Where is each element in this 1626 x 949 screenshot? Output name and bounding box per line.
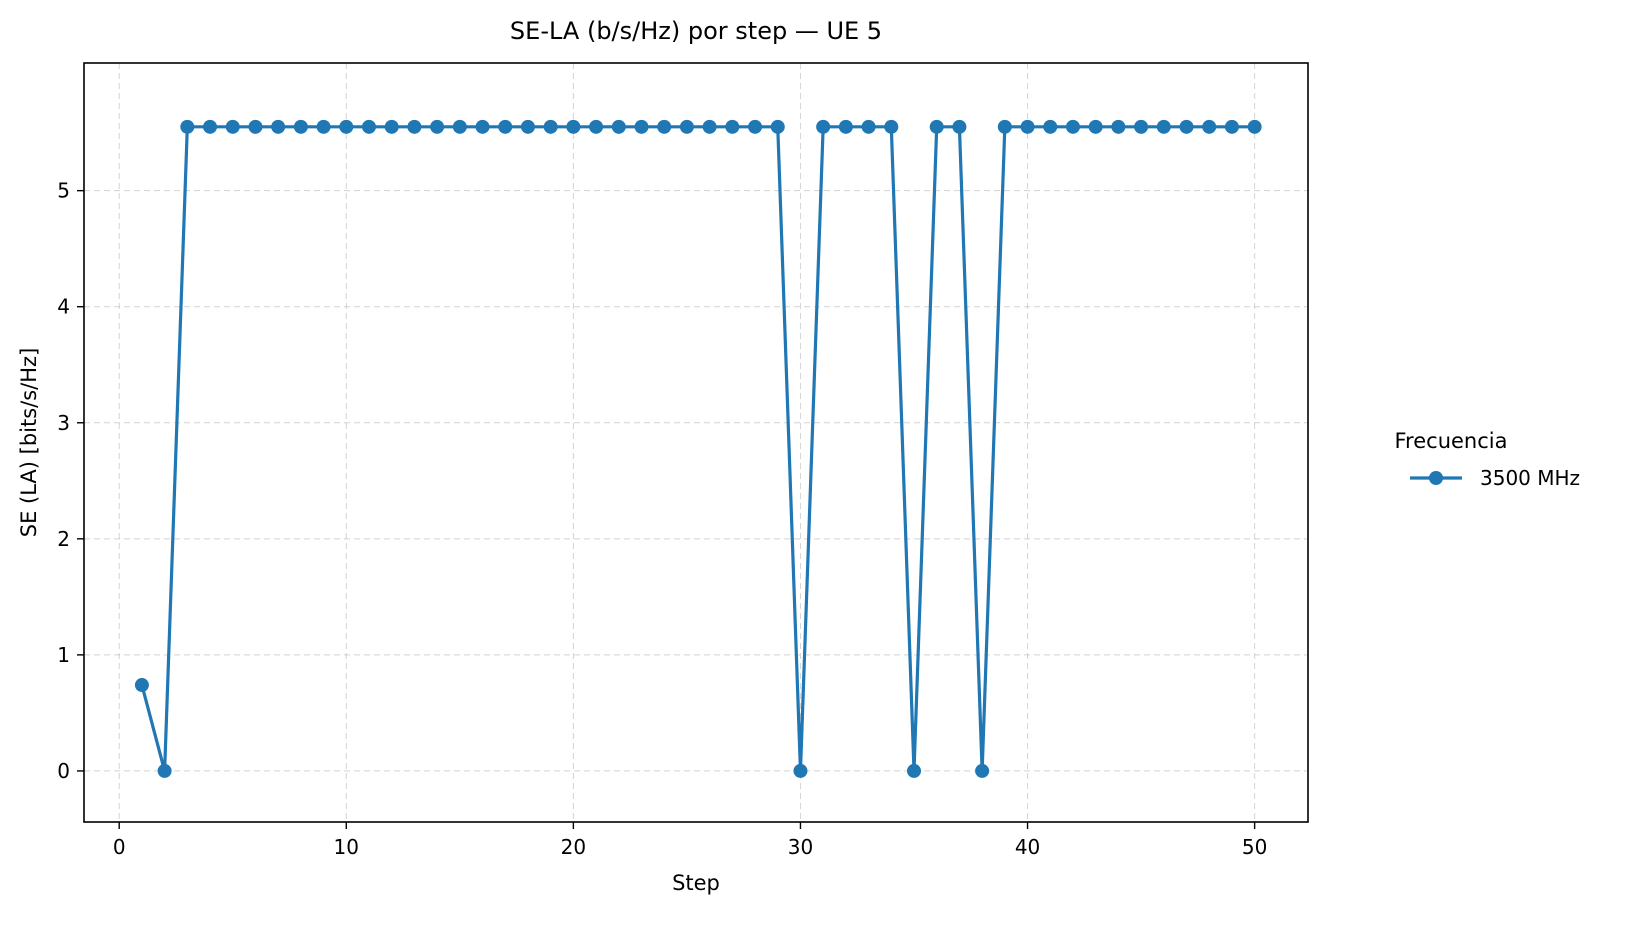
data-point <box>884 119 899 134</box>
data-point <box>770 119 785 134</box>
data-point <box>816 119 831 134</box>
y-tick-label: 5 <box>57 179 70 203</box>
data-point <box>566 119 581 134</box>
data-point <box>702 119 717 134</box>
x-tick-label: 10 <box>334 835 359 859</box>
data-point <box>838 119 853 134</box>
data-point <box>657 119 672 134</box>
data-point <box>407 119 422 134</box>
data-point <box>1088 119 1103 134</box>
x-tick-label: 40 <box>1015 835 1040 859</box>
data-point <box>543 119 558 134</box>
x-tick-label: 20 <box>561 835 586 859</box>
data-point <box>498 119 513 134</box>
data-point <box>293 119 308 134</box>
data-point <box>589 119 604 134</box>
tick-layer: 0 10 20 30 40 50 0 1 2 3 4 5 <box>57 179 1267 859</box>
data-point <box>1111 119 1126 134</box>
plot-frame <box>83 62 1309 823</box>
y-tick-label: 3 <box>57 411 70 435</box>
y-tick-label: 4 <box>57 295 70 319</box>
data-point <box>1224 119 1239 134</box>
data-point <box>997 119 1012 134</box>
y-tick-label: 0 <box>57 759 70 783</box>
data-point <box>793 763 808 778</box>
series-layer <box>134 119 1262 778</box>
data-point <box>1134 119 1149 134</box>
data-point <box>1156 119 1171 134</box>
data-point <box>157 763 172 778</box>
chart-title: SE-LA (b/s/Hz) por step — UE 5 <box>510 17 882 45</box>
data-point <box>339 119 354 134</box>
y-tick-label: 1 <box>57 643 70 667</box>
data-point <box>907 763 922 778</box>
legend-title: Frecuencia <box>1395 429 1508 453</box>
data-point <box>748 119 763 134</box>
data-point <box>1065 119 1080 134</box>
legend-marker <box>1429 471 1443 485</box>
data-point <box>611 119 626 134</box>
legend-series-label: 3500 MHz <box>1480 466 1580 490</box>
data-point <box>1043 119 1058 134</box>
x-tick-label: 0 <box>113 835 126 859</box>
data-point <box>1202 119 1217 134</box>
data-point <box>248 119 263 134</box>
y-axis-label: SE (LA) [bits/s/Hz] <box>17 348 41 538</box>
data-point <box>361 119 376 134</box>
x-tick-label: 50 <box>1242 835 1267 859</box>
data-point <box>384 119 399 134</box>
data-point <box>952 119 967 134</box>
data-point <box>475 119 490 134</box>
x-axis-label: Step <box>672 871 720 895</box>
y-tick-label: 2 <box>57 527 70 551</box>
data-point <box>975 763 990 778</box>
data-point <box>520 119 535 134</box>
data-point <box>634 119 649 134</box>
data-point <box>929 119 944 134</box>
grid-layer <box>84 63 1308 822</box>
data-point <box>1020 119 1035 134</box>
legend: Frecuencia 3500 MHz <box>1395 429 1581 490</box>
data-point <box>725 119 740 134</box>
data-point <box>203 119 218 134</box>
data-point <box>271 119 286 134</box>
data-point <box>180 119 195 134</box>
data-point <box>225 119 240 134</box>
data-point <box>430 119 445 134</box>
data-point <box>316 119 331 134</box>
data-point <box>1247 119 1262 134</box>
data-point <box>679 119 694 134</box>
data-point <box>134 678 149 693</box>
data-point <box>861 119 876 134</box>
data-point <box>452 119 467 134</box>
data-point <box>1179 119 1194 134</box>
x-tick-label: 30 <box>788 835 813 859</box>
